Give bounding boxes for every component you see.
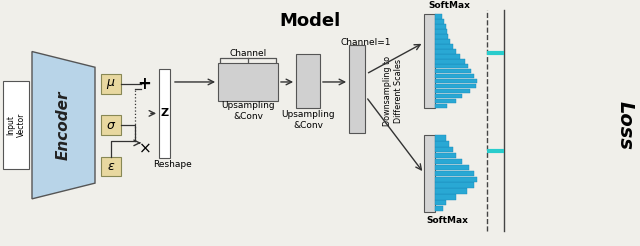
Bar	[435, 165, 468, 170]
FancyBboxPatch shape	[101, 74, 121, 94]
FancyBboxPatch shape	[101, 157, 121, 176]
Bar	[435, 84, 476, 88]
FancyBboxPatch shape	[296, 54, 320, 108]
Text: Upsampling
&Conv: Upsampling &Conv	[221, 101, 275, 122]
Text: Upsampling
&Conv: Upsampling &Conv	[281, 110, 335, 130]
Bar	[435, 49, 456, 54]
Bar	[435, 89, 470, 93]
Polygon shape	[32, 51, 95, 199]
Bar	[435, 69, 471, 74]
Bar	[435, 64, 468, 68]
Text: Input
Vector: Input Vector	[6, 113, 26, 137]
Text: Encoder: Encoder	[56, 91, 70, 160]
FancyBboxPatch shape	[159, 69, 170, 158]
Bar	[435, 19, 444, 24]
Bar	[435, 99, 456, 103]
Bar	[435, 188, 467, 194]
Bar	[435, 39, 450, 44]
Text: Model: Model	[280, 12, 340, 30]
Bar	[435, 200, 445, 205]
Text: Downsampling to
Different Scales: Downsampling to Different Scales	[383, 56, 403, 126]
Text: Loss: Loss	[616, 101, 634, 150]
Text: Channel=1: Channel=1	[340, 38, 391, 47]
Text: SoftMax: SoftMax	[429, 1, 470, 10]
Text: $\varepsilon$: $\varepsilon$	[107, 160, 115, 173]
Text: $\mu$: $\mu$	[106, 77, 116, 91]
FancyBboxPatch shape	[349, 45, 365, 133]
Bar	[435, 94, 462, 98]
FancyBboxPatch shape	[218, 63, 278, 101]
Bar	[435, 74, 474, 78]
Bar	[435, 104, 447, 108]
Bar	[435, 194, 456, 200]
Text: $\times$: $\times$	[138, 140, 150, 155]
FancyBboxPatch shape	[424, 135, 435, 212]
FancyBboxPatch shape	[3, 81, 29, 169]
Bar	[435, 29, 447, 34]
Bar	[435, 34, 448, 39]
Bar	[435, 79, 477, 83]
Bar	[435, 15, 442, 19]
Bar	[435, 206, 444, 211]
Bar	[435, 24, 446, 29]
Bar	[435, 171, 474, 176]
FancyBboxPatch shape	[424, 14, 435, 108]
FancyBboxPatch shape	[101, 115, 121, 135]
Text: Channel: Channel	[229, 49, 267, 58]
Text: +: +	[137, 75, 151, 93]
Text: Z: Z	[161, 108, 168, 118]
Bar	[435, 141, 449, 147]
Bar	[435, 177, 477, 182]
Text: SoftMax: SoftMax	[427, 215, 468, 225]
Bar	[435, 183, 474, 188]
Bar	[435, 159, 461, 164]
Text: Reshape: Reshape	[154, 160, 193, 169]
Bar	[435, 147, 452, 152]
Bar	[435, 153, 456, 158]
Bar	[435, 54, 460, 59]
Bar	[435, 59, 465, 63]
Bar	[435, 44, 453, 49]
Bar	[435, 135, 445, 141]
Text: $\sigma$: $\sigma$	[106, 119, 116, 132]
